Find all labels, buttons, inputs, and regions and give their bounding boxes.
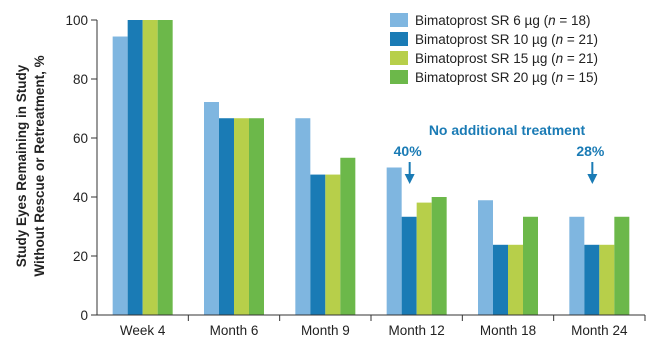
legend: Bimatoprost SR 6 µg (n = 18) Bimatoprost … [390, 13, 598, 85]
y-tick-label: 80 [73, 72, 88, 87]
y-axis-title-line-1: Study Eyes Remaining in Study [14, 64, 29, 267]
bar [386, 167, 402, 315]
x-axis: Week 4 Month 6 Month 9 Month 12 Month 18 Mont… [97, 314, 646, 338]
y-tick-label: 0 [80, 308, 88, 323]
legend-swatch [390, 13, 408, 27]
bar [325, 174, 341, 315]
y-tick-label: 60 [73, 131, 88, 146]
legend-label: Bimatoprost SR 6 µg (n = 18) [415, 13, 591, 28]
y-tick-label: 40 [73, 190, 88, 205]
legend-label: Bimatoprost SR 10 µg (n = 21) [415, 32, 598, 47]
bar [234, 118, 249, 315]
x-tick-label: Week 4 [120, 323, 166, 338]
bar [416, 202, 432, 315]
legend-label: Bimatoprost SR 15 µg (n = 21) [415, 51, 598, 66]
x-tick-label: Month 9 [301, 323, 350, 338]
bar [310, 174, 326, 315]
annotation-percent-label: 28% [576, 143, 605, 159]
annotation-header: No additional treatment [429, 122, 586, 138]
bars [112, 20, 630, 316]
bar [478, 200, 493, 315]
bar [508, 244, 523, 315]
bar [204, 102, 219, 315]
bar [584, 244, 600, 315]
x-tick-label: Month 18 [480, 323, 536, 338]
legend-swatch [390, 70, 408, 84]
bar [431, 197, 447, 315]
y-axis: 0 20 40 60 80 100 [65, 13, 98, 323]
x-tick-label: Month 12 [389, 323, 445, 338]
x-tick-label: Month 6 [210, 323, 259, 338]
bar [112, 36, 128, 316]
legend-label: Bimatoprost SR 20 µg (n = 15) [415, 70, 598, 85]
bar [523, 216, 538, 315]
bar [127, 20, 143, 315]
legend-swatch [390, 32, 408, 46]
bar [340, 157, 356, 315]
legend-swatch [390, 51, 408, 65]
bar [295, 118, 311, 315]
bar [142, 20, 158, 315]
bar [219, 118, 234, 315]
annotations: No additional treatment 40% 28% [394, 122, 605, 184]
annotation-arrow-head [404, 174, 415, 184]
bar [401, 216, 417, 315]
y-axis-title-line-2: Without Rescue or Retreatment, % [32, 55, 47, 276]
y-tick-label: 100 [65, 13, 88, 28]
x-tick-label: Month 24 [571, 323, 628, 338]
bar [157, 20, 173, 315]
y-tick-label: 20 [73, 249, 88, 264]
bar [569, 216, 585, 315]
bar [599, 244, 615, 315]
bar [249, 118, 264, 315]
annotation-arrow-head [587, 174, 598, 184]
y-axis-title: Study Eyes Remaining in Study Without Re… [14, 55, 47, 276]
annotation-percent-label: 40% [394, 143, 423, 159]
bar [614, 216, 630, 315]
bar [493, 244, 508, 315]
